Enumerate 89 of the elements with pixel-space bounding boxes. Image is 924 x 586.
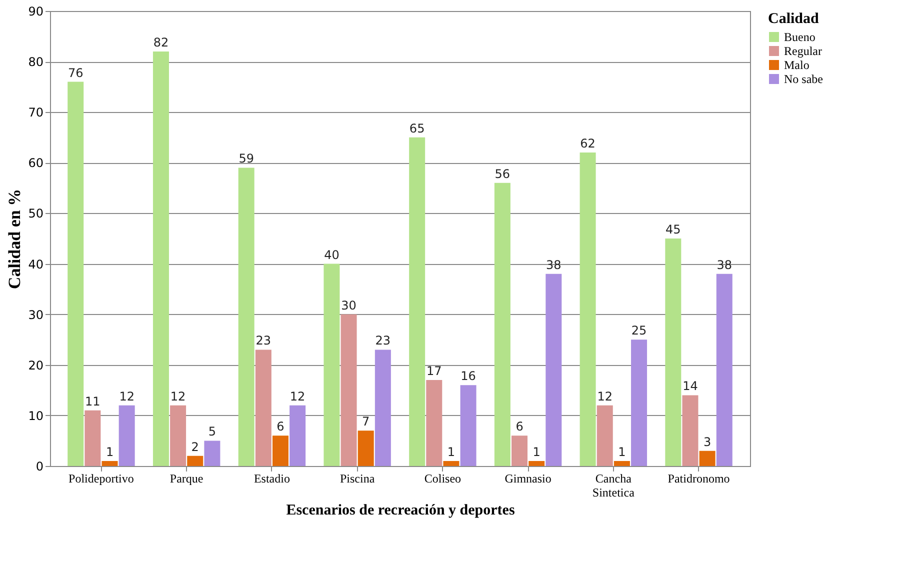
bar [152,51,169,466]
data-label: 45 [666,222,681,236]
x-tick-label: Patidronomo [668,472,730,486]
data-label: 11 [85,394,100,408]
bar [682,395,698,466]
y-tick-label: 10 [28,408,44,423]
bar [324,264,340,466]
bar [614,460,630,466]
data-label: 62 [580,136,596,151]
y-tick-label: 0 [36,460,44,474]
data-label: 38 [546,258,562,272]
data-label: 76 [68,66,84,80]
y-tick-label: 70 [28,106,44,120]
data-label: 12 [597,389,613,404]
data-label: 2 [191,440,199,454]
bar [716,274,732,466]
data-label: 1 [532,444,540,459]
bar [580,152,596,466]
bar [596,405,613,466]
x-tick-label: Coliseo [424,472,462,486]
bar [255,350,272,466]
y-tick-label: 20 [28,358,44,372]
data-label: 3 [703,434,712,449]
y-tick-label: 40 [28,257,44,272]
data-label: 5 [208,424,216,439]
y-tick-label: 50 [28,206,44,221]
data-label: 16 [460,369,476,384]
bar [443,460,460,466]
x-tick-label: Estadio [254,472,290,486]
legend-title: Calidad [768,11,820,27]
bar [204,440,220,466]
bar [118,405,135,466]
y-tick-label: 90 [28,4,44,18]
x-axis-title: Escenarios de recreación y deportes [286,502,515,518]
bar [238,168,254,466]
data-label: 1 [618,444,626,459]
bar [170,405,186,466]
x-tick-label: Piscina [340,472,376,486]
bar [102,460,118,466]
bar [84,410,101,466]
data-label: 1 [447,444,456,459]
data-label: 40 [324,248,340,262]
bar [374,350,391,466]
data-label: 7 [362,414,370,429]
data-label: 14 [682,379,698,394]
bar [460,385,476,466]
data-label: 1 [106,444,114,459]
data-label: 12 [290,389,306,404]
bar [187,456,204,466]
data-label: 30 [341,298,356,312]
legend-label: Malo [784,58,810,72]
bar [494,182,510,466]
data-label: 82 [153,35,169,50]
bar [631,340,648,466]
bar [272,436,288,466]
bar [426,380,442,466]
data-label: 23 [375,334,391,348]
legend-label: Bueno [784,30,816,44]
bar [665,238,682,466]
bar [699,450,716,466]
legend-label: No sabe [784,72,823,86]
bar [512,436,528,466]
x-tick-label: Polideportivo [68,472,134,486]
bar [290,405,306,466]
bar [68,82,84,466]
data-label: 6 [516,420,524,434]
data-label: 6 [276,420,284,434]
data-label: 12 [170,389,186,404]
legend-label: Regular [784,44,822,58]
y-axis-title: Calidad en % [5,188,24,290]
x-tick-label: Gimnasio [504,472,552,486]
data-label: 23 [256,334,272,348]
x-tick-label: Parque [170,472,204,486]
data-label: 38 [716,258,732,272]
data-label: 65 [409,121,425,136]
y-tick-label: 30 [28,308,44,322]
data-label: 17 [426,364,442,378]
bar [358,430,374,466]
y-tick-label: 60 [28,156,44,170]
bar [340,314,357,466]
data-label: 25 [631,324,647,338]
y-tick-label: 80 [28,55,44,70]
bar [528,460,545,466]
data-label: 56 [494,166,510,181]
data-label: 12 [119,389,134,404]
bar [546,274,562,466]
data-label: 59 [238,152,254,166]
x-tick-label: Cancha Sintetica [592,472,636,500]
bar [409,137,426,466]
